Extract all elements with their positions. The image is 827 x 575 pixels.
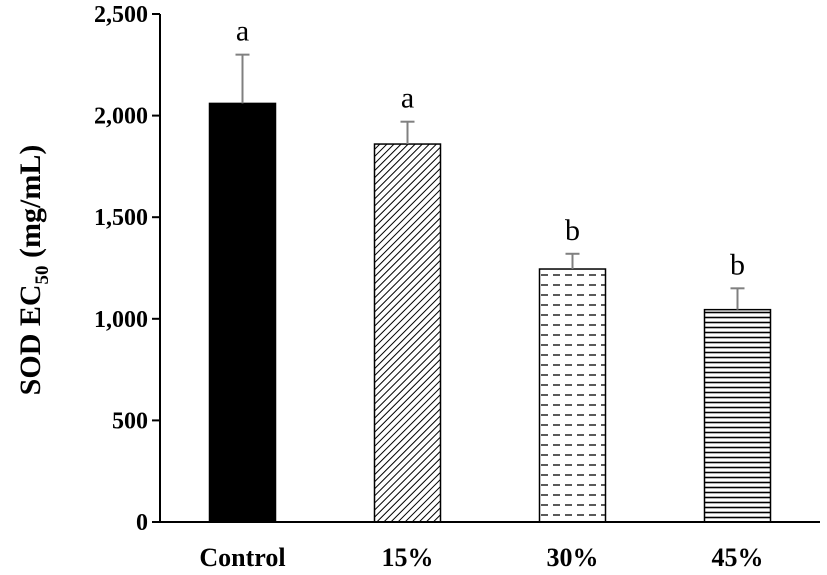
x-axis-tick-labels: Control 15% 30% 45% (199, 543, 763, 572)
x-tick-label: Control (199, 543, 285, 572)
y-axis-label: SOD EC50 (mg/mL) (14, 145, 53, 396)
bar-45-percent (703, 308, 772, 523)
significance-letter: b (730, 248, 745, 281)
y-tick-label: 500 (112, 408, 148, 434)
y-axis-ticks: 0 500 1,000 1,500 2,000 2,500 (94, 2, 160, 536)
bars (208, 102, 772, 523)
significance-labels: a a b b (236, 15, 745, 282)
x-tick-label: 45% (712, 543, 764, 572)
y-axis-label-suffix: (mg/mL) (14, 145, 47, 266)
y-tick-label: 1,500 (94, 205, 148, 231)
y-tick-label: 2,500 (94, 2, 148, 28)
bar-30-percent (538, 268, 607, 523)
y-tick-label: 1,000 (94, 307, 148, 333)
y-axis-label-subscript: 50 (32, 265, 53, 284)
significance-letter: b (565, 214, 580, 247)
significance-letter: a (236, 15, 249, 48)
x-tick-label: 30% (547, 543, 599, 572)
y-axis-label-prefix: SOD EC (14, 284, 47, 395)
y-tick-label: 2,000 (94, 104, 148, 130)
bar-control (208, 102, 277, 523)
bar-15-percent (373, 143, 442, 523)
error-bars (235, 53, 745, 310)
y-axis-title: SOD EC50 (mg/mL) (14, 145, 53, 396)
y-tick-label: 0 (136, 510, 148, 536)
x-tick-label: 15% (382, 543, 434, 572)
significance-letter: a (401, 82, 414, 115)
